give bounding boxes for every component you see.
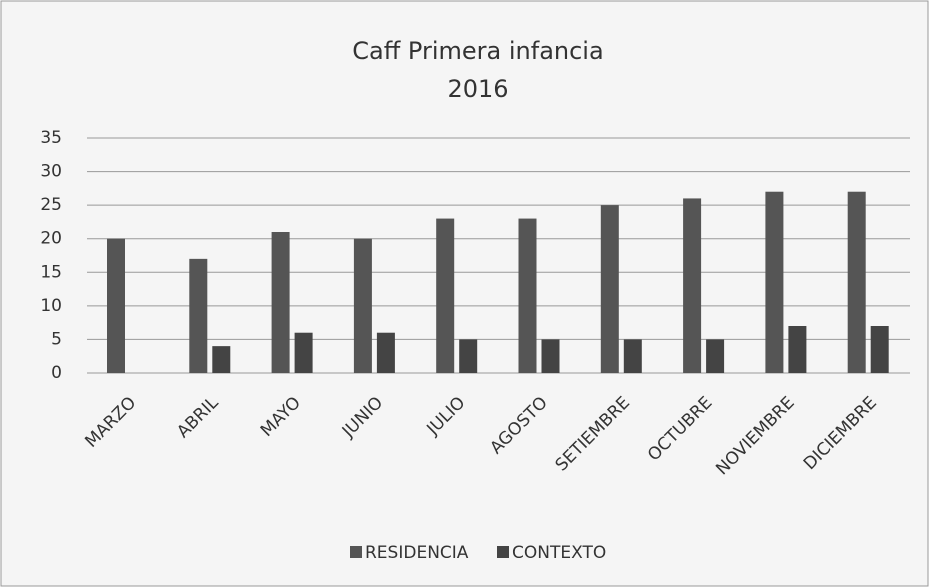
y-tick-label: 10 <box>40 296 62 316</box>
chart-subtitle: 2016 <box>447 75 508 103</box>
bar <box>600 205 619 373</box>
y-tick-label: 25 <box>40 195 62 215</box>
bar <box>294 332 313 373</box>
legend-label: CONTEXTO <box>512 543 606 563</box>
bar <box>623 339 642 373</box>
y-tick-label: 30 <box>40 162 62 182</box>
bar <box>765 191 784 373</box>
bar <box>706 339 725 373</box>
bar <box>353 238 372 373</box>
bar <box>212 346 231 373</box>
bar <box>541 339 560 373</box>
y-tick-label: 35 <box>40 128 62 148</box>
bar <box>436 218 455 373</box>
y-tick-label: 15 <box>40 262 62 282</box>
bar <box>870 326 889 373</box>
bar <box>518 218 537 373</box>
y-tick-label: 0 <box>51 363 62 383</box>
chart-title: Caff Primera infancia <box>352 37 603 65</box>
bar <box>107 238 125 373</box>
bar <box>376 332 395 373</box>
bar <box>459 339 478 373</box>
bar <box>788 326 807 373</box>
bar <box>847 191 866 373</box>
bar <box>271 232 290 373</box>
bar <box>189 258 208 373</box>
legend-label: RESIDENCIA <box>365 543 469 563</box>
legend-swatch <box>497 546 509 558</box>
y-tick-label: 20 <box>40 229 62 249</box>
bar <box>683 198 702 373</box>
legend-swatch <box>350 546 362 558</box>
y-tick-label: 5 <box>51 329 62 349</box>
